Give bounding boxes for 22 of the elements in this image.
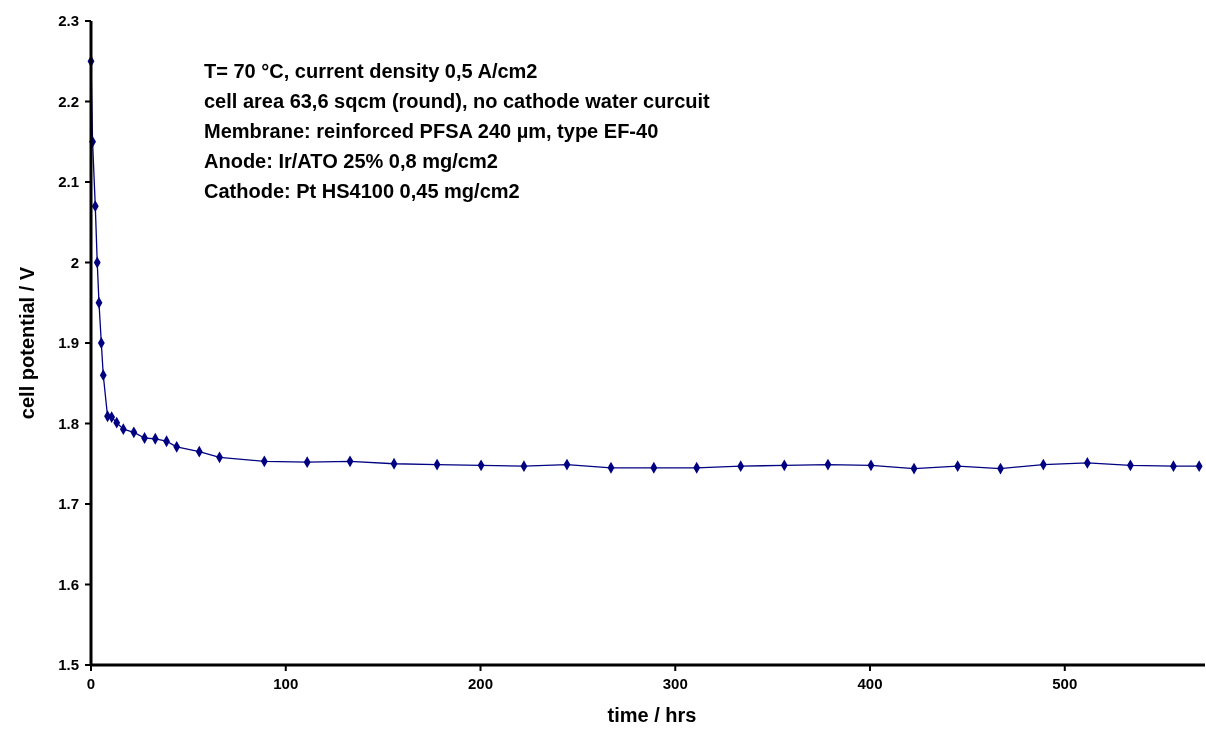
annotation: Cathode: Pt HS4100 0,45 mg/cm2	[204, 180, 520, 202]
y-tick-label: 1.6	[58, 575, 79, 593]
x-tick-label: 0	[86, 675, 96, 692]
annotation: T= 70 °C, current density 0,5 A/cm2	[204, 60, 538, 82]
y-tick-label: 1.5	[58, 656, 79, 674]
annotation: cell area 63,6 sqcm (round), no cathode water curcuit	[204, 90, 711, 112]
x-tick-label: 200	[467, 675, 494, 692]
y-tick-label: 1.7	[58, 495, 79, 513]
annotation: Membrane: reinforced PFSA 240 µm, type EF-40	[204, 120, 659, 142]
x-tick-label: 500	[1052, 675, 1078, 692]
annotation: Anode: Ir/ATO 25% 0,8 mg/cm2	[204, 150, 498, 172]
y-tick-label: 2.2	[58, 92, 79, 110]
x-tick-label: 400	[857, 675, 883, 692]
x-tick-label: 300	[662, 675, 688, 692]
y-axis-title: cell potential / V	[16, 266, 38, 420]
y-tick-label: 1.9	[58, 334, 79, 352]
y-tick-label: 2.1	[58, 173, 79, 191]
x-tick-label: 100	[273, 675, 299, 692]
x-axis-title: time / hrs	[607, 704, 697, 726]
y-tick-label: 2	[70, 253, 79, 271]
y-tick-label: 1.8	[58, 414, 79, 432]
y-tick-label: 2.3	[58, 12, 79, 30]
